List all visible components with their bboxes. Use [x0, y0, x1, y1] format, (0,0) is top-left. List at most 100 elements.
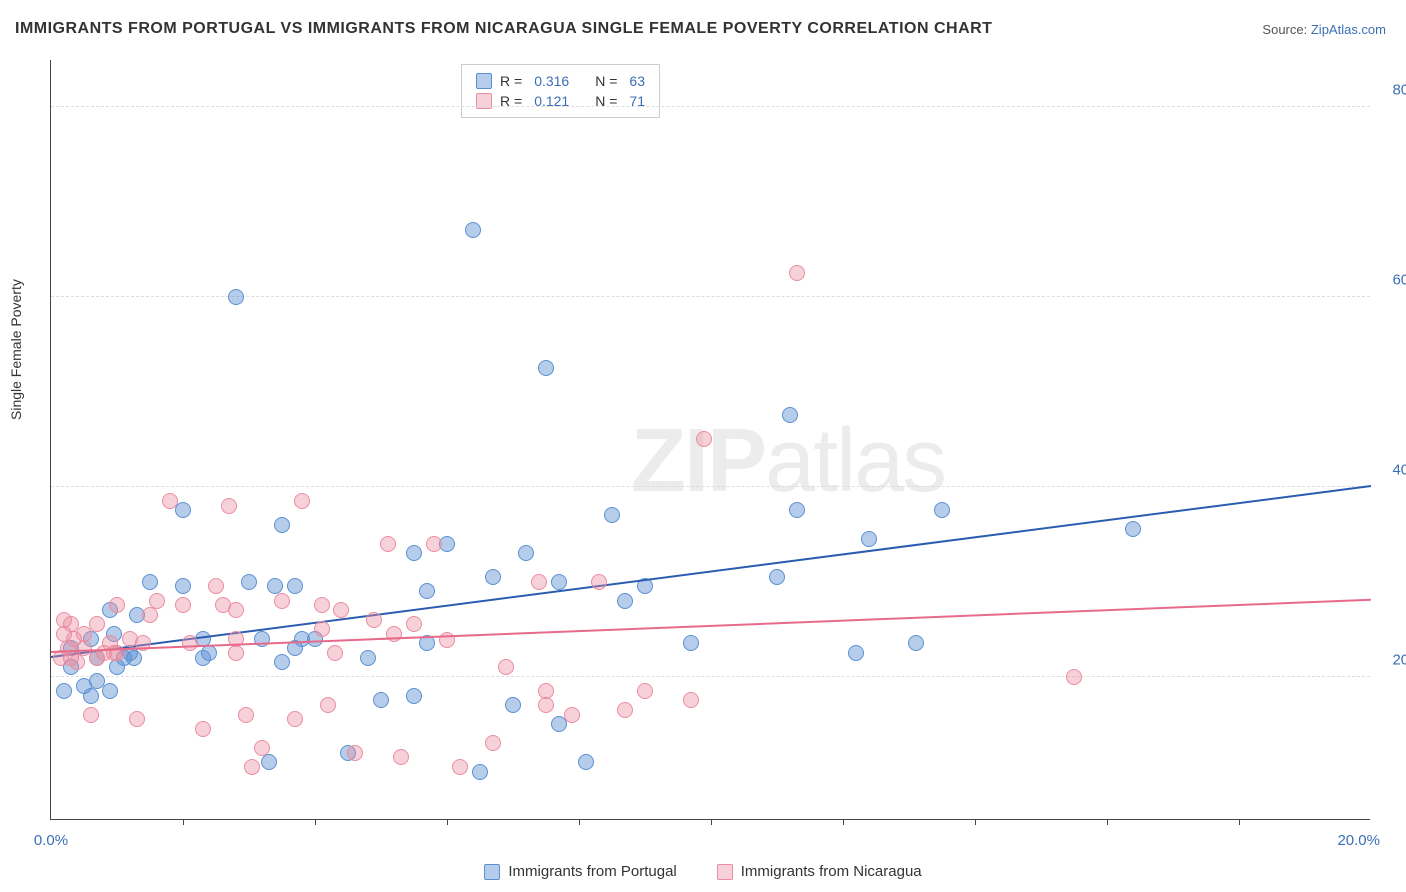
data-point-portugal — [175, 578, 191, 594]
data-point-portugal — [261, 754, 277, 770]
gridline — [51, 676, 1370, 677]
legend-swatch-icon — [484, 864, 500, 880]
data-point-portugal — [102, 683, 118, 699]
data-point-nicaragua — [175, 597, 191, 613]
y-tick-label: 40.0% — [1392, 461, 1406, 478]
data-point-portugal — [419, 583, 435, 599]
x-tick-mark — [579, 819, 580, 825]
legend-row-portugal: R =0.316N =63 — [476, 71, 645, 91]
data-point-nicaragua — [244, 759, 260, 775]
legend-swatch-icon — [717, 864, 733, 880]
r-value: 0.121 — [534, 93, 569, 109]
trendline-nicaragua — [51, 599, 1371, 653]
legend-label: Immigrants from Nicaragua — [741, 863, 922, 880]
data-point-portugal — [406, 688, 422, 704]
data-point-nicaragua — [228, 602, 244, 618]
data-point-portugal — [683, 635, 699, 651]
data-point-nicaragua — [380, 536, 396, 552]
y-tick-label: 60.0% — [1392, 271, 1406, 288]
x-tick-mark — [183, 819, 184, 825]
legend-item-nicaragua: Immigrants from Nicaragua — [717, 863, 922, 880]
data-point-portugal — [934, 502, 950, 518]
data-point-portugal — [241, 574, 257, 590]
data-point-portugal — [789, 502, 805, 518]
data-point-portugal — [485, 569, 501, 585]
data-point-nicaragua — [129, 711, 145, 727]
data-point-nicaragua — [696, 431, 712, 447]
data-point-portugal — [551, 574, 567, 590]
data-point-nicaragua — [287, 711, 303, 727]
data-point-portugal — [274, 517, 290, 533]
data-point-portugal — [578, 754, 594, 770]
data-point-nicaragua — [485, 735, 501, 751]
x-tick-mark — [843, 819, 844, 825]
data-point-nicaragua — [314, 597, 330, 613]
watermark-zip: ZIP — [631, 411, 765, 511]
x-tick-mark — [315, 819, 316, 825]
y-axis-label: Single Female Poverty — [8, 279, 24, 420]
data-point-nicaragua — [142, 607, 158, 623]
data-point-portugal — [782, 407, 798, 423]
data-point-nicaragua — [789, 265, 805, 281]
data-point-portugal — [274, 654, 290, 670]
x-tick-mark — [711, 819, 712, 825]
data-point-nicaragua — [564, 707, 580, 723]
data-point-portugal — [287, 578, 303, 594]
n-label: N = — [595, 93, 617, 109]
chart-container: IMMIGRANTS FROM PORTUGAL VS IMMIGRANTS F… — [0, 0, 1406, 892]
legend-item-portugal: Immigrants from Portugal — [484, 863, 676, 880]
source-attribution: Source: ZipAtlas.com — [1262, 22, 1386, 37]
data-point-nicaragua — [228, 645, 244, 661]
data-point-portugal — [861, 531, 877, 547]
n-value: 63 — [629, 73, 645, 89]
data-point-portugal — [908, 635, 924, 651]
gridline — [51, 106, 1370, 107]
y-tick-label: 80.0% — [1392, 81, 1406, 98]
chart-title: IMMIGRANTS FROM PORTUGAL VS IMMIGRANTS F… — [15, 20, 992, 38]
x-tick-mark — [447, 819, 448, 825]
x-tick-mark — [975, 819, 976, 825]
data-point-portugal — [1125, 521, 1141, 537]
n-value: 71 — [629, 93, 645, 109]
data-point-nicaragua — [149, 593, 165, 609]
data-point-nicaragua — [591, 574, 607, 590]
data-point-portugal — [406, 545, 422, 561]
legend-swatch-icon — [476, 93, 492, 109]
r-label: R = — [500, 73, 522, 89]
data-point-portugal — [848, 645, 864, 661]
data-point-portugal — [538, 360, 554, 376]
data-point-nicaragua — [637, 683, 653, 699]
gridline — [51, 486, 1370, 487]
data-point-nicaragua — [254, 740, 270, 756]
data-point-nicaragua — [314, 621, 330, 637]
data-point-nicaragua — [1066, 669, 1082, 685]
data-point-nicaragua — [109, 597, 125, 613]
data-point-nicaragua — [426, 536, 442, 552]
data-point-nicaragua — [182, 635, 198, 651]
data-point-nicaragua — [294, 493, 310, 509]
source-link[interactable]: ZipAtlas.com — [1311, 22, 1386, 37]
data-point-portugal — [83, 688, 99, 704]
legend-row-nicaragua: R = 0.121 N = 71 — [476, 91, 645, 111]
data-point-portugal — [142, 574, 158, 590]
r-label: R = — [500, 93, 522, 109]
legend-label: Immigrants from Portugal — [508, 863, 676, 880]
source-label: Source: — [1262, 22, 1307, 37]
gridline — [51, 296, 1370, 297]
data-point-nicaragua — [221, 498, 237, 514]
data-point-portugal — [175, 502, 191, 518]
data-point-nicaragua — [452, 759, 468, 775]
data-point-nicaragua — [89, 616, 105, 632]
correlation-legend: R =0.316N =63R =0.121N =71 — [461, 64, 660, 118]
data-point-nicaragua — [531, 574, 547, 590]
data-point-portugal — [465, 222, 481, 238]
data-point-nicaragua — [347, 745, 363, 761]
data-point-portugal — [505, 697, 521, 713]
data-point-nicaragua — [83, 707, 99, 723]
data-point-portugal — [56, 683, 72, 699]
data-point-nicaragua — [320, 697, 336, 713]
data-point-portugal — [126, 650, 142, 666]
watermark: ZIPatlas — [631, 410, 945, 513]
data-point-nicaragua — [327, 645, 343, 661]
data-point-portugal — [604, 507, 620, 523]
